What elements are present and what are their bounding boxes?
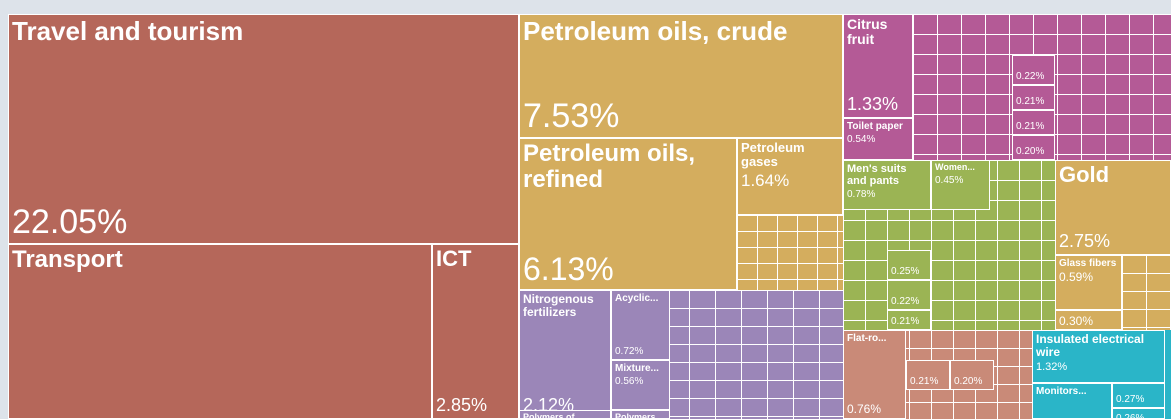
tile-label: Flat-ro...: [847, 333, 887, 344]
value-label: 0.78%: [847, 189, 876, 201]
tile: Toilet paper 0.54%: [843, 118, 913, 160]
tile: 0.21%: [887, 310, 931, 330]
tile: 0.21%: [1012, 110, 1055, 135]
tile-label: Men's suits and pants: [847, 163, 907, 188]
value-label: 0.25%: [891, 266, 920, 277]
tile: Monitors...: [1032, 383, 1112, 419]
value-label: 22.05%: [12, 202, 128, 241]
tile-label: Petroleum oils, crude: [523, 16, 788, 46]
tile: Polymers...: [611, 410, 670, 419]
tile: Petroleum oils, crude 7.53%: [519, 14, 843, 138]
value-label: 1.33%: [847, 94, 899, 115]
tile-label: Nitrogenous fertilizers: [523, 292, 594, 320]
value-label: 0.20%: [1016, 146, 1045, 157]
tile: Mixture... 0.56%: [611, 360, 670, 410]
value-label: 0.56%: [615, 376, 644, 387]
tile: 0.20%: [950, 360, 994, 390]
value-label: 2.85%: [436, 395, 488, 416]
tile: Petroleum gases 1.64%: [737, 138, 843, 215]
tile-label: ICT: [436, 246, 472, 271]
tile-label: Petroleum gases: [741, 140, 805, 170]
tile: 0.21%: [1012, 85, 1055, 110]
tile-label: Citrus fruit: [847, 16, 888, 48]
value-label: 0.21%: [891, 316, 920, 327]
tile-label: Travel and tourism: [12, 16, 244, 46]
tile-label: Transport: [12, 246, 123, 273]
tile-label: Toilet paper: [847, 121, 903, 132]
tile-label: Petroleum oils, refined: [523, 140, 696, 194]
tile: Gold 2.75%: [1055, 160, 1171, 255]
value-label: 1.32%: [1036, 361, 1068, 374]
tile: Transport: [8, 244, 432, 419]
value-label: 1.64%: [741, 170, 790, 190]
tile: Glass fibers 0.59%: [1055, 255, 1122, 310]
tile-label: Women...: [935, 162, 975, 172]
tile: 0.22%: [1012, 55, 1055, 85]
tile-label: Gold: [1059, 162, 1110, 187]
tile: Citrus fruit 1.33%: [843, 14, 913, 118]
value-label: 0.72%: [615, 346, 644, 357]
tile-label: Acyclic...: [615, 293, 659, 304]
value-label: 0.27%: [1116, 394, 1145, 405]
value-label: 0.54%: [847, 134, 876, 145]
tile: Men's suits and pants 0.78%: [843, 160, 931, 210]
tile: 0.20%: [1012, 135, 1055, 160]
value-label: 6.13%: [523, 250, 614, 287]
tile-label: Glass fibers: [1059, 258, 1117, 269]
tile: 0.21%: [906, 360, 950, 390]
value-label: 0.21%: [910, 376, 939, 387]
tile: Polymers of...: [519, 410, 611, 419]
tile: Insulated electrical wire 1.32%: [1032, 330, 1165, 383]
tile: Acyclic... 0.72%: [611, 290, 670, 360]
tile-label: Polymers...: [615, 412, 664, 419]
tile-label: Mixture...: [615, 363, 659, 374]
sector-fill: [1122, 255, 1171, 330]
tile: 0.22%: [887, 280, 931, 310]
tile: 0.25%: [887, 250, 931, 280]
sector-fill: [737, 215, 843, 290]
tile: 0.27%: [1112, 383, 1165, 408]
tile-label: Polymers of...: [523, 412, 583, 419]
value-label: 0.22%: [891, 296, 920, 307]
tile: 0.30%: [1055, 310, 1122, 330]
tile: Women... 0.45%: [931, 160, 990, 210]
tile: 0.26%: [1112, 408, 1165, 419]
tile: Flat-ro... 0.76%: [843, 330, 906, 419]
value-label: 7.53%: [523, 96, 620, 135]
tile-label: Monitors...: [1036, 386, 1087, 397]
tile-label: Insulated electrical wire: [1036, 332, 1145, 360]
value-label: 0.26%: [1116, 413, 1145, 419]
value-label: 0.22%: [1016, 71, 1045, 82]
sector-fill: [913, 14, 1171, 160]
value-label: 0.21%: [1016, 96, 1045, 107]
sector-fill: [1165, 330, 1171, 419]
value-label: 0.59%: [1059, 270, 1094, 284]
value-label: 0.76%: [847, 401, 882, 416]
value-label: 0.45%: [935, 174, 964, 186]
value-label: 0.30%: [1059, 314, 1094, 328]
value-label: 0.20%: [954, 376, 983, 387]
tile: Travel and tourism 22.05%: [8, 14, 519, 244]
tile: Nitrogenous fertilizers 2.12%: [519, 290, 611, 419]
tile: Petroleum oils, refined 6.13%: [519, 138, 737, 290]
tile: ICT 2.85%: [432, 244, 519, 419]
value-label: 0.21%: [1016, 121, 1045, 132]
value-label: 2.75%: [1059, 231, 1111, 252]
